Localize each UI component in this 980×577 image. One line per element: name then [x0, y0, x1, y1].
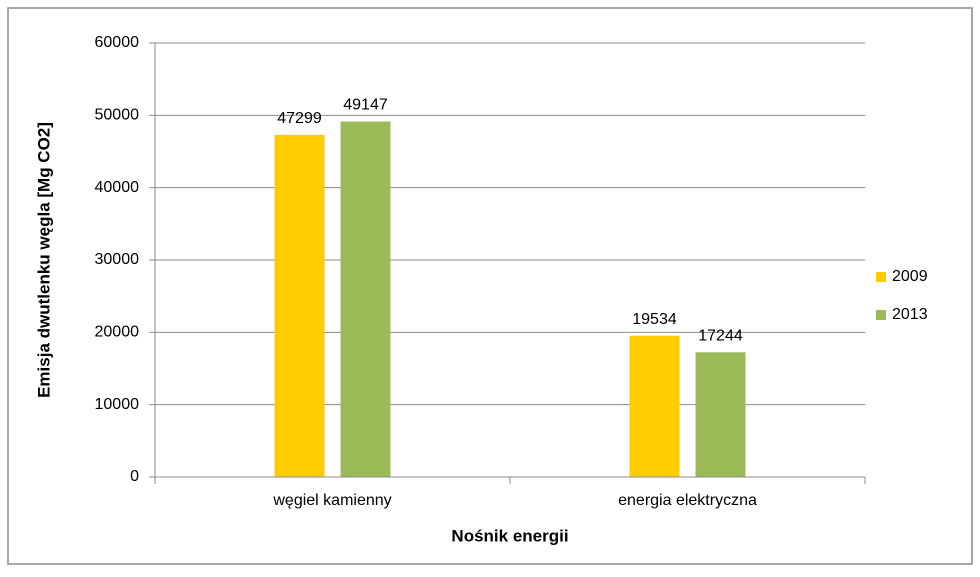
y-tick-label: 60000 [95, 34, 140, 51]
bar [629, 335, 680, 477]
data-label: 47299 [277, 110, 322, 127]
x-tick-label: węgiel kamienny [272, 492, 391, 509]
y-tick-label: 20000 [95, 324, 140, 341]
y-axis-label: Emisja dwutlenku węgla [Mg CO2] [34, 122, 53, 398]
legend-label: 2009 [892, 268, 928, 285]
y-tick-label: 50000 [95, 107, 140, 124]
legend-swatch [876, 310, 886, 320]
x-axis-label: Nośnik energii [451, 526, 568, 545]
y-tick-label: 30000 [95, 251, 140, 268]
legend-label: 2013 [892, 306, 928, 323]
y-tick-label: 10000 [95, 396, 140, 413]
y-tick-label: 40000 [95, 179, 140, 196]
y-tick-label: 0 [130, 468, 139, 485]
data-label: 17244 [698, 327, 743, 344]
data-label: 49147 [343, 97, 388, 114]
bar [274, 134, 325, 478]
chart-border [7, 7, 973, 565]
x-tick-label: energia elektryczna [618, 492, 757, 509]
legend-swatch [876, 272, 886, 282]
bar [695, 352, 746, 477]
bar [340, 121, 391, 478]
data-label: 19534 [632, 311, 677, 328]
